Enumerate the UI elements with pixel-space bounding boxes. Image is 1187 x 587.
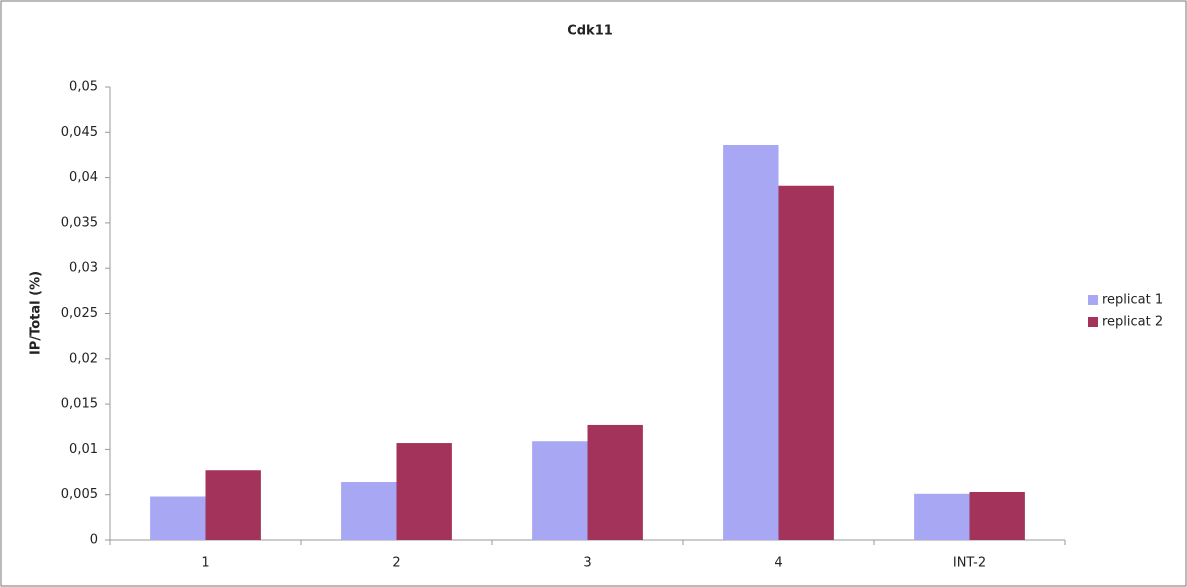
bar (587, 424, 643, 540)
bar (969, 491, 1025, 540)
bar (778, 185, 834, 540)
bar (914, 493, 970, 540)
bar (150, 496, 206, 540)
y-axis-label: IP/Total (%) (29, 271, 44, 355)
bar (205, 470, 261, 540)
bar (532, 441, 588, 540)
y-tick-label: 0,02 (69, 351, 98, 366)
y-tick-label: 0,005 (61, 487, 98, 502)
y-tick-label: 0,01 (69, 442, 98, 457)
bar (341, 482, 397, 540)
y-tick-label: 0,045 (61, 125, 98, 140)
legend-label: replicat 1 (1102, 293, 1163, 308)
x-tick-label: 3 (583, 556, 591, 571)
x-tick-label: 4 (774, 556, 782, 571)
y-tick-label: 0,025 (61, 306, 98, 321)
y-tick-label: 0,015 (61, 397, 98, 412)
y-tick-label: 0,05 (69, 80, 98, 95)
legend-swatch (1088, 317, 1098, 327)
legend-label: replicat 2 (1102, 315, 1163, 330)
x-tick-label: 2 (392, 556, 400, 571)
y-tick-label: 0,035 (61, 215, 98, 230)
y-tick-label: 0 (90, 533, 98, 548)
legend-swatch (1088, 295, 1098, 305)
x-tick-label: 1 (201, 556, 209, 571)
x-tick-label: INT-2 (953, 556, 986, 571)
chart-title: Cdk11 (567, 24, 613, 39)
y-tick-label: 0,04 (69, 170, 98, 185)
y-tick-label: 0,03 (69, 261, 98, 276)
bar (396, 443, 452, 540)
bar (723, 144, 779, 540)
